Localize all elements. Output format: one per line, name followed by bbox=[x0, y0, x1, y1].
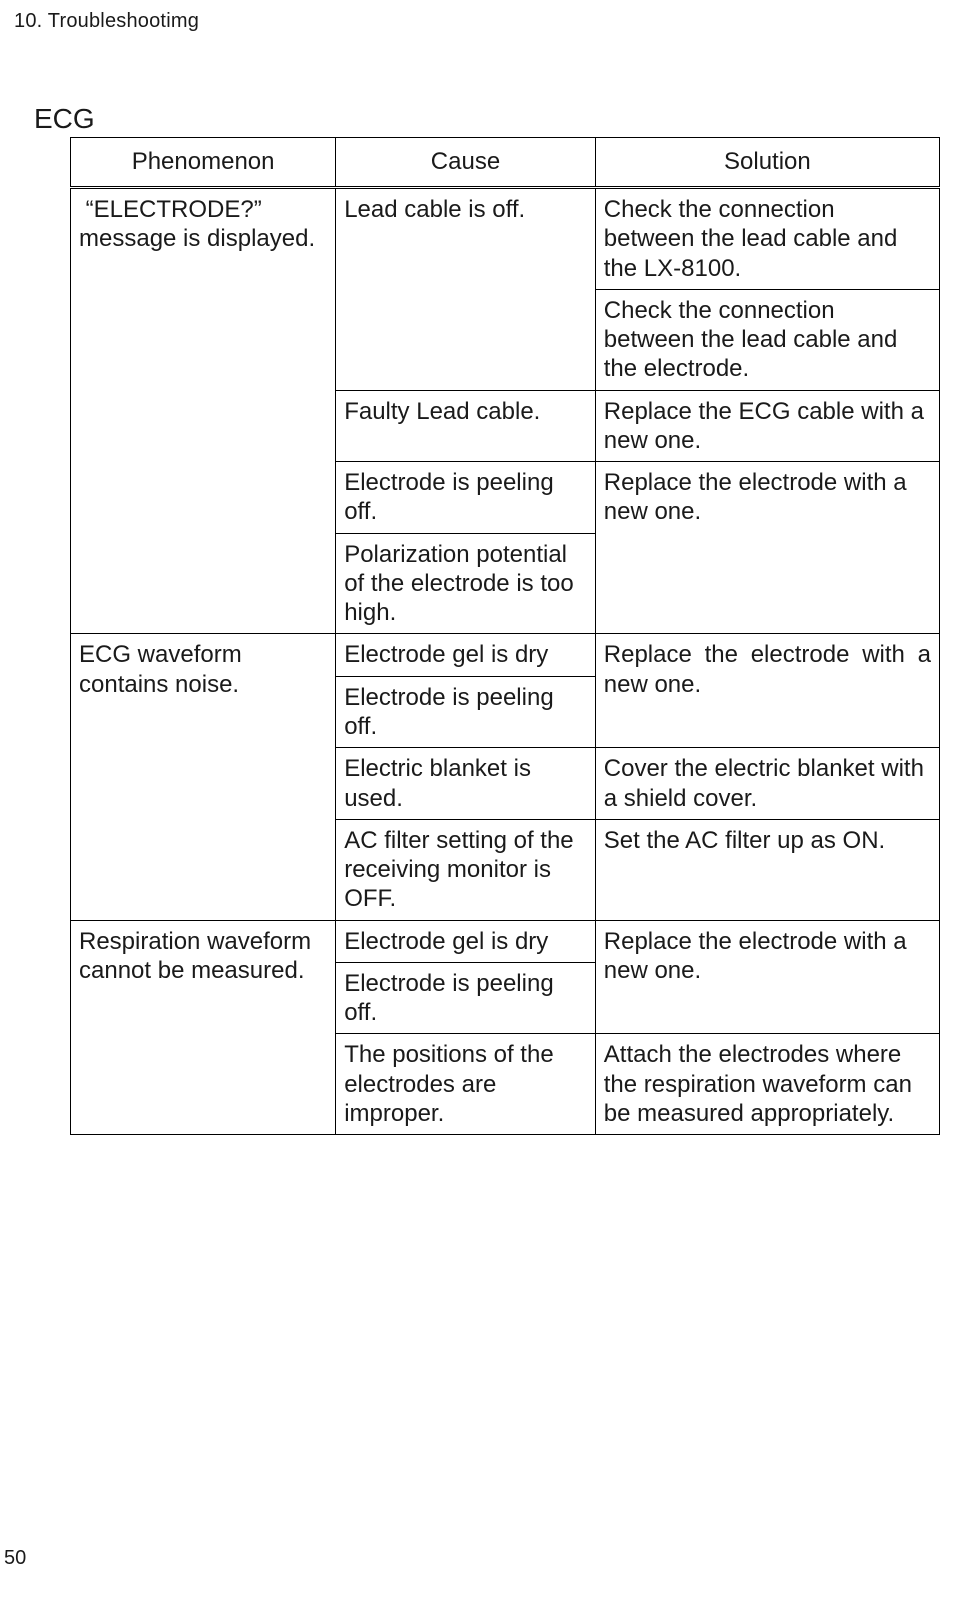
cell-solution: Replace the ECG cable with a new one. bbox=[595, 390, 939, 462]
cell-cause: Electrode is peeling off. bbox=[336, 462, 596, 534]
cell-solution: Replace the electrode with a new one. bbox=[595, 920, 939, 1034]
table-row: “ELECTRODE?” message is displayed. Lead … bbox=[71, 188, 940, 290]
col-header-cause: Cause bbox=[336, 138, 596, 188]
cell-phenomenon: ECG waveform contains noise. bbox=[71, 634, 336, 920]
cell-cause: Polarization potential of the electrode … bbox=[336, 533, 596, 634]
table-header-row: Phenomenon Cause Solution bbox=[71, 138, 940, 188]
cell-phenomenon: “ELECTRODE?” message is displayed. bbox=[71, 188, 336, 634]
cell-cause: AC filter setting of the receiving monit… bbox=[336, 819, 596, 920]
cell-cause: Faulty Lead cable. bbox=[336, 390, 596, 462]
col-header-solution: Solution bbox=[595, 138, 939, 188]
cell-solution: Set the AC filter up as ON. bbox=[595, 819, 939, 920]
troubleshooting-table: Phenomenon Cause Solution “ELECTRODE?” m… bbox=[70, 137, 940, 1135]
table-row: Respiration waveform cannot be measured.… bbox=[71, 920, 940, 962]
section-title: ECG bbox=[34, 103, 961, 135]
cell-cause: Electric blanket is used. bbox=[336, 748, 596, 820]
cell-solution: Cover the electric blanket with a shield… bbox=[595, 748, 939, 820]
cell-cause: The positions of the electrodes are impr… bbox=[336, 1034, 596, 1135]
cell-cause: Electrode gel is dry bbox=[336, 634, 596, 676]
cell-solution: Replace the electrode with a new one. bbox=[595, 634, 939, 748]
cell-solution: Attach the electrodes where the respirat… bbox=[595, 1034, 939, 1135]
cell-solution: Check the connection between the lead ca… bbox=[595, 188, 939, 290]
page: 10. Troubleshootimg ECG Phenomenon Cause… bbox=[0, 0, 961, 1612]
cell-cause: Electrode is peeling off. bbox=[336, 962, 596, 1034]
chapter-title: 10. Troubleshootimg bbox=[14, 10, 961, 33]
cell-solution: Check the connection between the lead ca… bbox=[595, 289, 939, 390]
table-row: ECG waveform contains noise. Electrode g… bbox=[71, 634, 940, 676]
cell-cause: Electrode is peeling off. bbox=[336, 676, 596, 748]
table-wrapper: Phenomenon Cause Solution “ELECTRODE?” m… bbox=[70, 137, 961, 1135]
cell-cause: Lead cable is off. bbox=[336, 188, 596, 391]
page-number: 50 bbox=[4, 1547, 26, 1570]
cell-cause: Electrode gel is dry bbox=[336, 920, 596, 962]
col-header-phenomenon: Phenomenon bbox=[71, 138, 336, 188]
cell-solution: Replace the electrode with a new one. bbox=[595, 462, 939, 634]
cell-phenomenon: Respiration waveform cannot be measured. bbox=[71, 920, 336, 1135]
